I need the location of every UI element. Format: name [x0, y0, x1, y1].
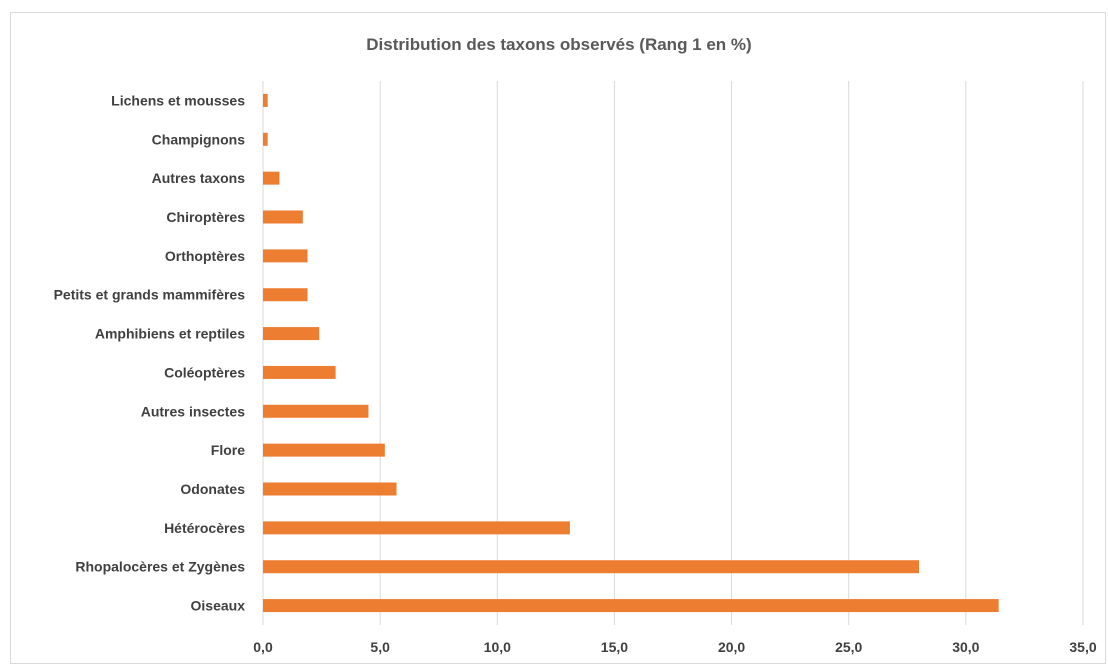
category-label: Odonates — [180, 481, 245, 497]
category-label: Lichens et mousses — [111, 92, 245, 108]
chart-title: Distribution des taxons observés (Rang 1… — [366, 35, 751, 54]
bar — [263, 288, 308, 302]
x-tick-label: 10,0 — [484, 639, 511, 655]
x-tick-label: 30,0 — [952, 639, 979, 655]
category-label: Champignons — [152, 131, 246, 147]
bar — [263, 249, 308, 263]
category-axis-labels: Oiseaux Rhopalocères et Zygènes Hétérocère… — [54, 92, 246, 613]
bar — [263, 404, 369, 418]
bars — [263, 93, 999, 613]
bar — [263, 365, 336, 379]
bar — [263, 171, 280, 185]
gridlines — [262, 81, 1084, 625]
category-label: Hétérocères — [164, 520, 245, 536]
category-label: Autres insectes — [141, 403, 245, 419]
category-label: Rhopalocères et Zygènes — [75, 559, 245, 575]
bar — [263, 93, 268, 107]
x-tick-label: 35,0 — [1069, 639, 1096, 655]
x-tick-label: 0,0 — [253, 639, 273, 655]
bar — [263, 132, 268, 146]
value-axis-labels: 0,0 5,0 10,0 15,0 20,0 25,0 30,0 35,0 — [253, 639, 1097, 655]
x-tick-label: 5,0 — [370, 639, 390, 655]
category-label: Oiseaux — [191, 598, 246, 614]
bar — [263, 560, 919, 574]
bar — [263, 210, 303, 224]
bar-chart: Distribution des taxons observés (Rang 1… — [54, 35, 1097, 655]
category-label: Orthoptères — [165, 248, 245, 264]
chart-area: Distribution des taxons observés (Rang 1… — [10, 12, 1106, 664]
category-label: Petits et grands mammifères — [54, 287, 246, 303]
category-label: Flore — [211, 442, 245, 458]
bar — [263, 443, 385, 457]
category-label: Amphibiens et reptiles — [95, 326, 245, 342]
bar — [263, 521, 570, 535]
bar — [263, 327, 320, 341]
bar — [263, 482, 397, 496]
category-label: Autres taxons — [152, 170, 246, 186]
category-label: Chiroptères — [166, 209, 245, 225]
category-label: Coléoptères — [164, 364, 245, 380]
x-tick-label: 20,0 — [718, 639, 745, 655]
x-tick-label: 15,0 — [601, 639, 628, 655]
x-tick-label: 25,0 — [835, 639, 862, 655]
bar — [263, 599, 999, 613]
